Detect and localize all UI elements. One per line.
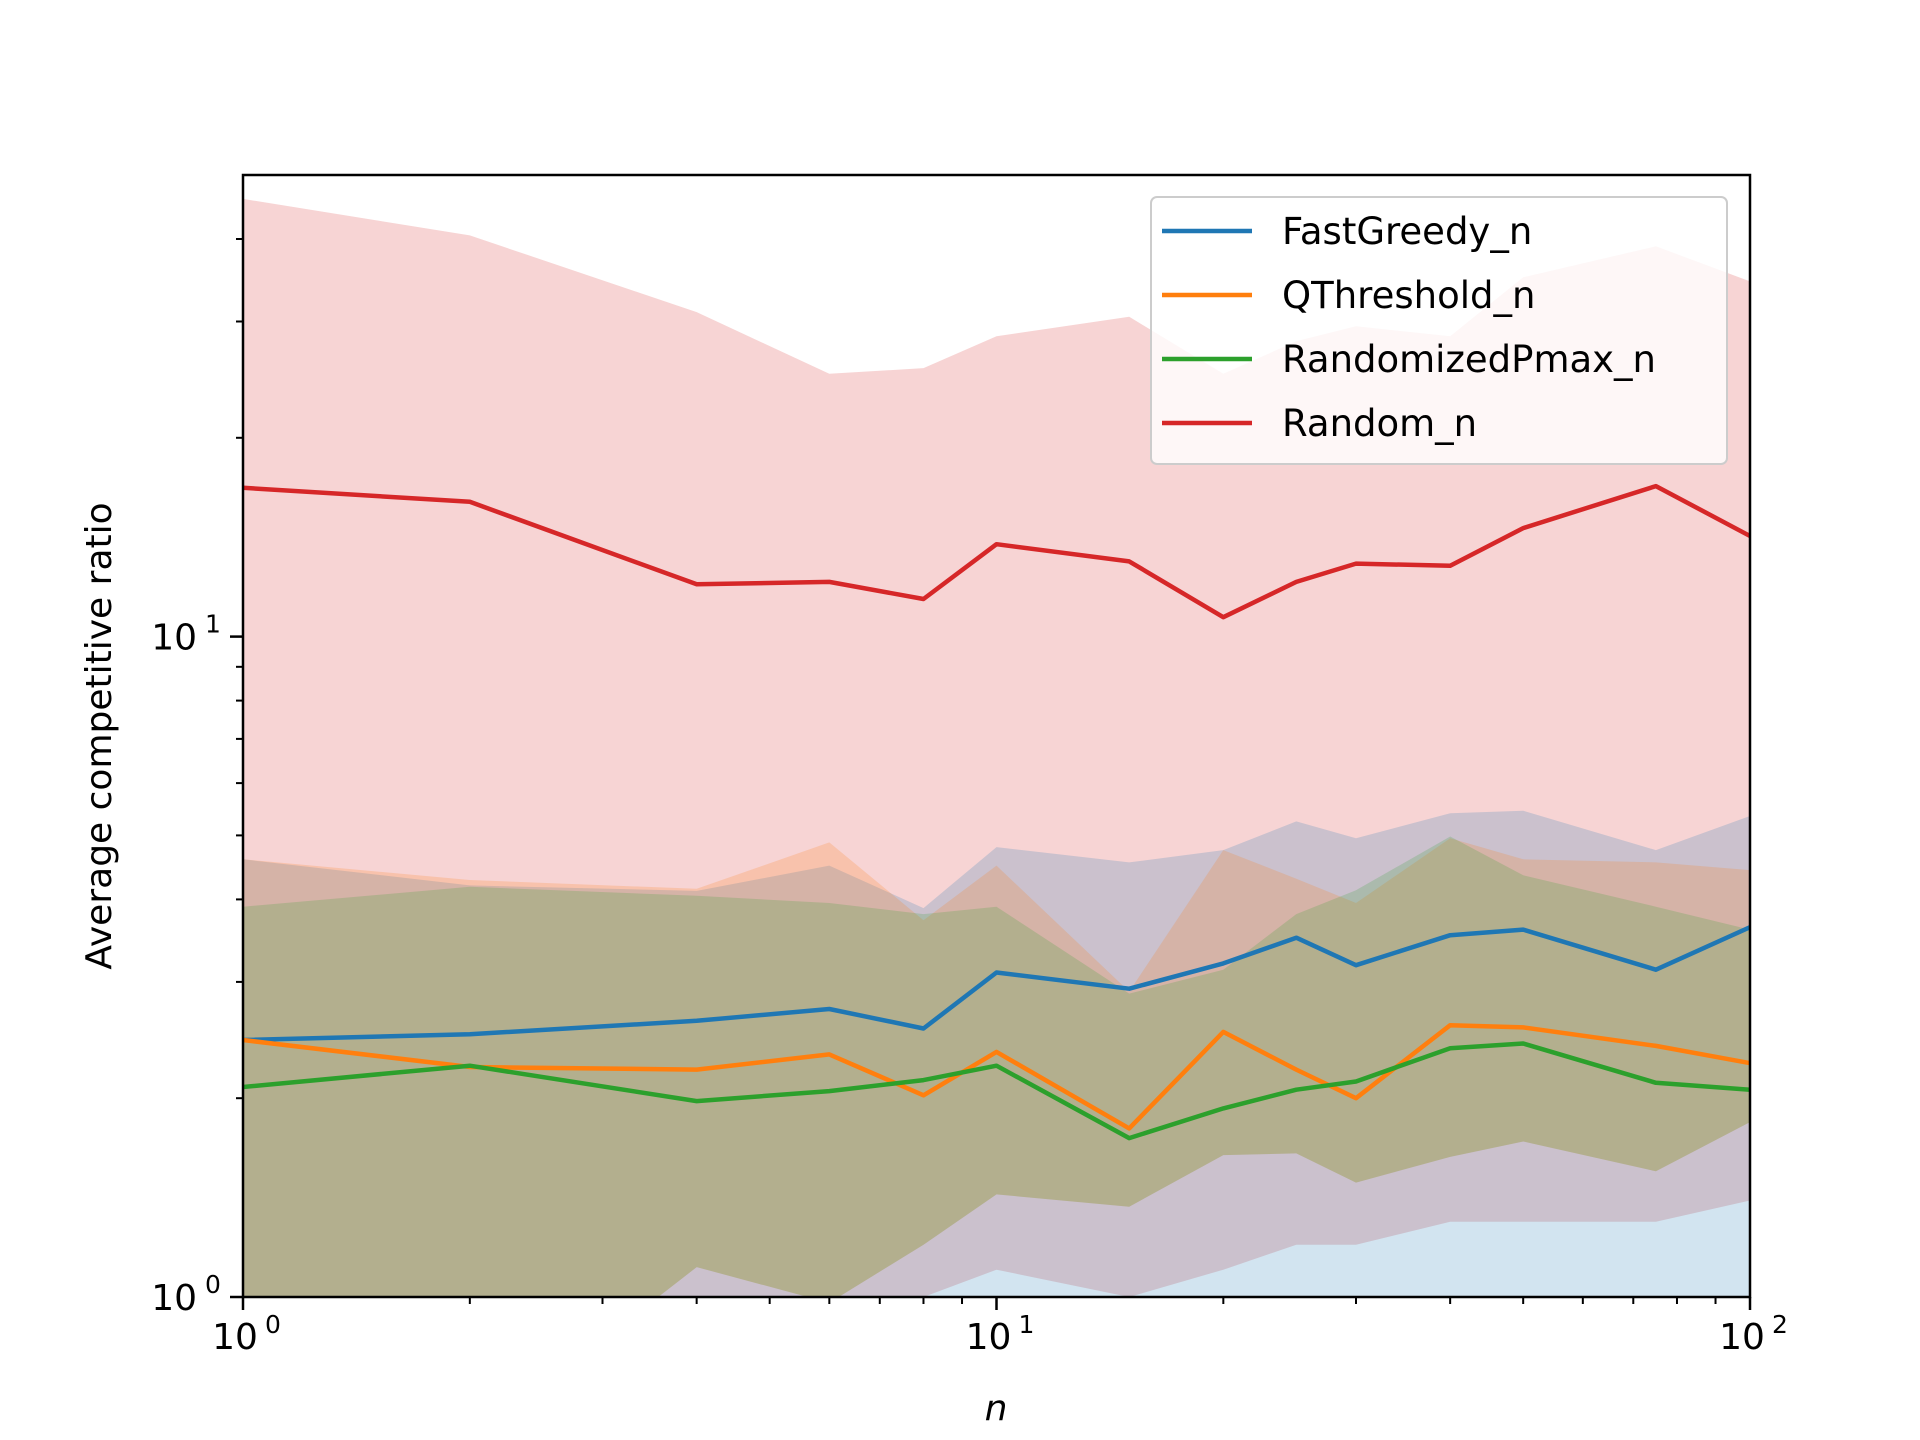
x-axis-ticks: 10 0 10 1 10 2: [212, 1297, 1788, 1358]
x-tick-exponent: 2: [1772, 1310, 1788, 1339]
line-qthreshold-n: [243, 1022, 1750, 1131]
x-tick-label: 10: [212, 1317, 258, 1358]
x-axis-label: n: [985, 1388, 1008, 1429]
y-tick-label: 10: [151, 1278, 197, 1319]
y-tick-label: 10: [151, 618, 197, 659]
x-tick-exponent: 1: [1019, 1310, 1035, 1339]
band-random-n: [243, 198, 1750, 1297]
line-fastgreedy-n: [243, 924, 1750, 1043]
legend-label-fastgreedy-n: FastGreedy_n: [1282, 210, 1532, 253]
y-axis-label: Average competitive ratio: [79, 502, 120, 969]
confidence-bands: [243, 198, 1750, 1297]
series-lines: [243, 483, 1750, 1141]
line-randomizedpmax-n: [243, 1041, 1750, 1141]
y-tick-exponent: 0: [205, 1270, 221, 1299]
legend: FastGreedy_n QThreshold_n RandomizedPmax_n…: [1150, 196, 1728, 465]
x-tick-label: 10: [966, 1317, 1012, 1358]
legend-label-qthreshold-n: QThreshold_n: [1282, 274, 1535, 317]
legend-box: [1150, 196, 1728, 465]
x-tick-label: 10: [1719, 1317, 1765, 1358]
y-tick-exponent: 1: [205, 610, 221, 639]
line-random-n: [243, 483, 1750, 620]
y-axis-ticks: 10 0 10 1: [151, 237, 243, 1319]
x-tick-exponent: 0: [265, 1310, 281, 1339]
legend-label-random-n: Random_n: [1282, 402, 1477, 445]
legend-label-randomizedpmax-n: RandomizedPmax_n: [1282, 338, 1656, 381]
